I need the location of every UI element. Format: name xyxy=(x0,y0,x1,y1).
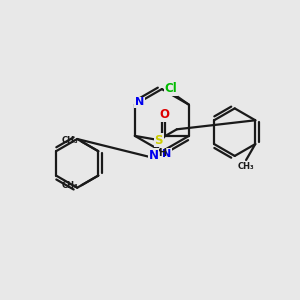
Text: O: O xyxy=(160,108,170,121)
Text: CH₃: CH₃ xyxy=(62,136,79,146)
Text: N: N xyxy=(135,97,144,107)
Text: H: H xyxy=(158,148,166,158)
Text: Cl: Cl xyxy=(164,82,177,95)
Text: N: N xyxy=(162,149,171,159)
Text: S: S xyxy=(154,134,163,146)
Text: N: N xyxy=(149,148,159,161)
Text: CH₃: CH₃ xyxy=(238,162,254,171)
Text: CH₃: CH₃ xyxy=(62,181,79,190)
